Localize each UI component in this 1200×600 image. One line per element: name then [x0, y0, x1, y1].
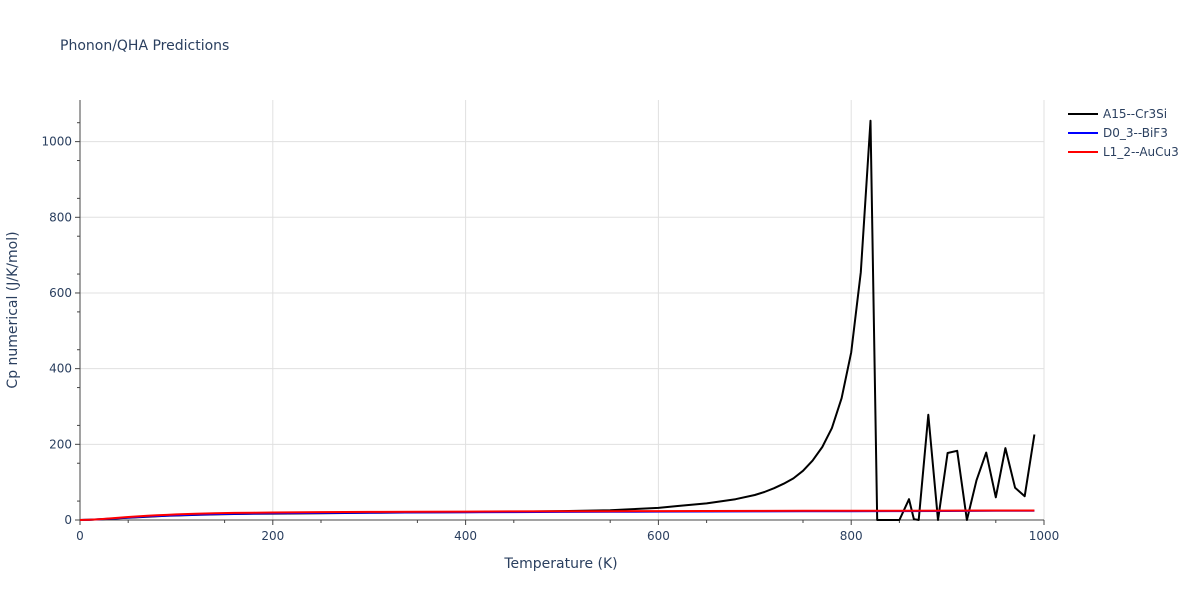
x-axis-title: Temperature (K): [503, 556, 617, 572]
y-axis-title: Cp numerical (J/K/mol): [5, 231, 21, 388]
y-tick-label-5: 1000: [41, 135, 72, 149]
x-tick-label-2: 400: [454, 529, 477, 543]
y-tick-label-2: 400: [49, 362, 72, 376]
x-tick-label-1: 200: [261, 529, 284, 543]
series-line-a15-cr3si: [80, 119, 1036, 521]
series-layer: [80, 119, 1036, 521]
y-tick-label-0: 0: [64, 513, 72, 527]
series-line-l1-2-aucu3: [80, 509, 1035, 521]
legend-label: A15--Cr3Si: [1103, 107, 1167, 121]
axis-layer: 0 200 400 600 800 1000 0 200 400 600 800 1000: [41, 100, 1059, 543]
x-tick-label-4: 800: [840, 529, 863, 543]
legend-item-a15-cr3si[interactable]: A15--Cr3Si: [1068, 107, 1167, 121]
x-tick-label-3: 600: [647, 529, 670, 543]
chart-title: Phonon/QHA Predictions: [60, 38, 229, 54]
x-tick-label-0: 0: [76, 529, 84, 543]
grid-layer: [80, 100, 1045, 520]
legend: A15--Cr3Si D0_3--BiF3 L1_2--AuCu3: [1068, 107, 1179, 159]
y-tick-label-1: 200: [49, 437, 72, 451]
y-tick-label-4: 800: [49, 210, 72, 224]
legend-item-d0-3-bif3[interactable]: D0_3--BiF3: [1068, 126, 1168, 140]
legend-label: L1_2--AuCu3: [1103, 145, 1179, 159]
x-tick-label-5: 1000: [1029, 529, 1060, 543]
legend-item-l1-2-aucu3[interactable]: L1_2--AuCu3: [1068, 145, 1179, 159]
y-tick-label-3: 600: [49, 286, 72, 300]
legend-label: D0_3--BiF3: [1103, 126, 1168, 140]
